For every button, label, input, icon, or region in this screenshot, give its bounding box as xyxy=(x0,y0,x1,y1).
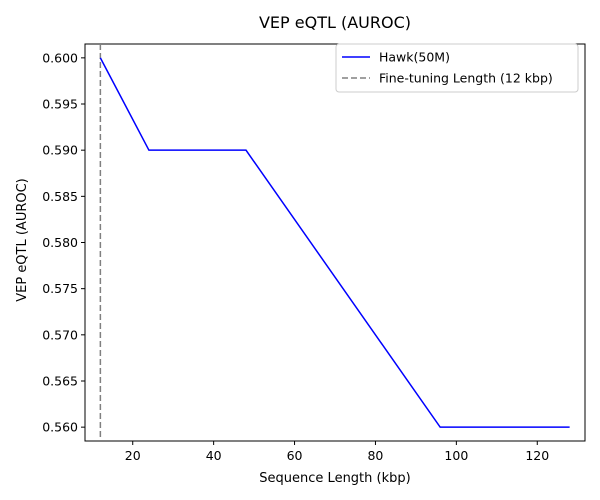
y-tick-label: 0.600 xyxy=(42,50,78,65)
legend-box xyxy=(335,43,579,93)
y-tick-label: 0.585 xyxy=(42,189,78,204)
plot-area xyxy=(84,43,586,442)
x-tick-label: 60 xyxy=(287,448,303,463)
y-tick-label: 0.595 xyxy=(42,97,78,112)
y-tick-label: 0.565 xyxy=(42,373,78,388)
chart-title: VEP eQTL (AUROC) xyxy=(259,13,411,32)
x-tick-label: 20 xyxy=(125,448,141,463)
legend-entry-hawk-label: Hawk(50M) xyxy=(379,50,450,65)
y-tick-label: 0.580 xyxy=(42,235,78,250)
x-tick-label: 40 xyxy=(206,448,222,463)
axis-ticks: 20 40 60 80 100 120 0.560 0.565 0.570 0.575 0.580 0… xyxy=(42,50,549,463)
x-tick-label: 100 xyxy=(444,448,468,463)
series-line-hawk xyxy=(99,57,570,428)
y-tick-label: 0.590 xyxy=(42,143,78,158)
legend-entry-fine-tuning-label: Fine-tuning Length (12 kbp) xyxy=(379,71,553,86)
y-tick-label: 0.570 xyxy=(42,327,78,342)
y-tick-label: 0.575 xyxy=(42,281,78,296)
x-tick-label: 120 xyxy=(525,448,549,463)
legend: Hawk(50M) Fine-tuning Length (12 kbp) xyxy=(335,43,579,93)
x-axis-label: Sequence Length (kbp) xyxy=(259,471,410,486)
y-tick-label: 0.560 xyxy=(42,420,78,435)
plot-frame xyxy=(84,43,586,442)
x-tick-label: 80 xyxy=(367,448,383,463)
y-axis-label: VEP eQTL (AUROC) xyxy=(15,178,30,302)
